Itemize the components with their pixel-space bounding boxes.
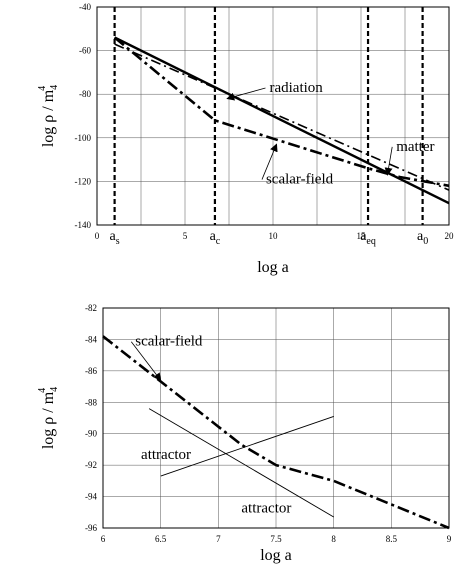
- x-tick-label: 7: [216, 534, 221, 544]
- plot-frame: [96, 6, 450, 226]
- y-tick-label: -94: [85, 492, 97, 502]
- y-tick-label: -84: [85, 334, 97, 344]
- plot-frame: [102, 307, 450, 529]
- y-tick-label: -86: [85, 366, 97, 376]
- y-tick-label: -90: [85, 429, 97, 439]
- annotations: radiation matter scalar-field: [226, 80, 435, 188]
- annotation-label: scalar-field: [135, 334, 203, 350]
- annotation-label: attractor: [141, 447, 191, 463]
- annotation-label: radiation: [269, 80, 323, 96]
- y-tick-label: -120: [75, 176, 92, 186]
- y-tick-label: -40: [79, 2, 91, 12]
- x-tick-label: 8.5: [386, 534, 398, 544]
- series-group: [113, 36, 450, 205]
- series-line-scalar-field: [113, 36, 450, 188]
- series-line-matter: [114, 43, 450, 191]
- x-tick-label: 6.5: [155, 534, 167, 544]
- marker-label: ac: [210, 229, 221, 247]
- y-tick-label: -60: [79, 46, 91, 56]
- x-tick-label: 8: [331, 534, 336, 544]
- series-line-attractor: [160, 415, 334, 477]
- annotation-arrow: [226, 87, 266, 101]
- annotation-arrow: [384, 146, 393, 176]
- x-tick-label: 7.5: [270, 534, 282, 544]
- y-tick-label: -80: [79, 89, 91, 99]
- marker-label: as: [110, 229, 120, 247]
- vertical-markers: [113, 7, 424, 225]
- annotation-arrow: [130, 341, 162, 382]
- annotation-label: attractor: [241, 500, 291, 516]
- x-tick-label: 15: [357, 231, 367, 241]
- x-tick-label: 9: [447, 534, 452, 544]
- x-tick-label: 5: [183, 231, 188, 241]
- x-tick-label: 20: [445, 231, 455, 241]
- x-axis-label: log a: [260, 547, 292, 564]
- x-tick-label: 10: [269, 231, 279, 241]
- tick-labels: 0 5 10 15 20 -140 -120 -100 -80 -60 -40 as ac aeq a0: [75, 2, 455, 247]
- y-tick-label: -100: [75, 133, 92, 143]
- tick-labels: 6 6.5 7 7.5 8 8.5 9 -96 -94 -92 -90 -88 -86 -84 -82: [85, 303, 452, 544]
- series-line-scalar-field: [102, 335, 450, 530]
- y-tick-label: -82: [85, 303, 97, 313]
- chart-top: 0 5 10 15 20 -140 -120 -100 -80 -60 -40 as ac aeq a0 r…: [37, 2, 454, 276]
- annotations: scalar-field attractor attractor: [130, 334, 291, 516]
- marker-label: aeq: [360, 229, 376, 247]
- annotation-label: scalar-field: [266, 172, 334, 188]
- series-line-attractor: [148, 408, 334, 518]
- y-axis-label: log ρ / m44: [37, 387, 60, 449]
- annotation-arrow: [261, 143, 278, 180]
- x-tick-label: 0: [95, 231, 100, 241]
- x-tick-label: 6: [101, 534, 106, 544]
- chart-bottom: 6 6.5 7 7.5 8 8.5 9 -96 -94 -92 -90 -88 -86 -84 -82 sc…: [37, 303, 452, 564]
- y-tick-label: -88: [85, 397, 97, 407]
- annotation-label: matter: [396, 139, 434, 155]
- y-tick-label: -140: [75, 220, 92, 230]
- marker-label: a0: [417, 229, 428, 247]
- x-axis-label: log a: [257, 259, 289, 276]
- y-tick-label: -92: [85, 460, 97, 470]
- y-axis-label: log ρ / m44: [37, 85, 60, 147]
- y-tick-label: -96: [85, 523, 97, 533]
- series-group: [102, 335, 450, 530]
